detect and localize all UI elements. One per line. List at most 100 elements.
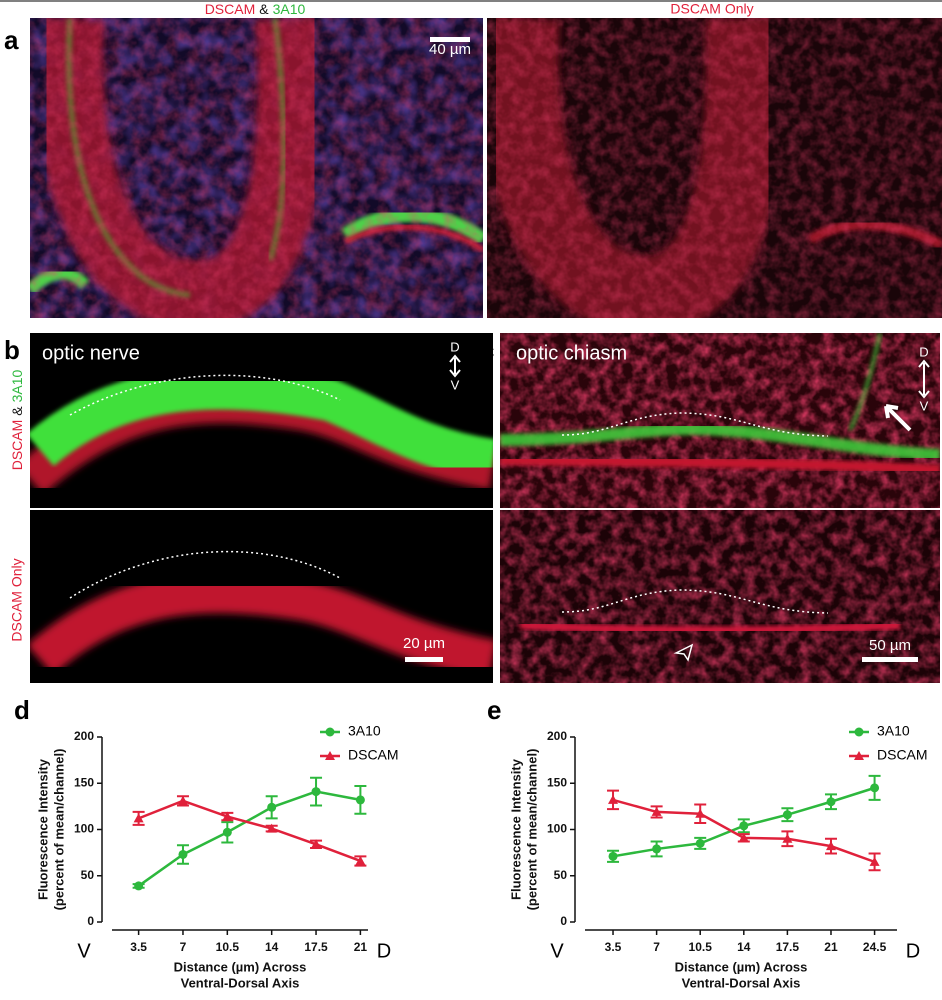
x-tick-label: 21 [354,940,368,954]
arrow [884,404,912,432]
image-texture [30,573,493,680]
channel-name: DSCAM [9,420,25,471]
series-line [138,799,361,863]
legend-label: 3A10 [348,723,381,739]
data-point [222,827,232,837]
x-tick-label: 24.5 [863,940,887,954]
y-tick-label: 0 [560,914,567,928]
image-title: optic nerve [42,342,140,364]
image-texture [500,422,940,461]
legend-label: 3A10 [877,723,910,739]
scale-bar-label: 40 µm [429,41,471,58]
x-tick-label: 14 [737,940,751,954]
data-point [870,783,880,793]
scale-bar [430,37,470,42]
y-tick-label: 50 [554,868,568,882]
data-point [266,823,277,833]
series-line [137,790,361,887]
orientation-label: D [919,344,928,359]
boundary-line [561,589,829,614]
data-point [311,839,322,849]
image-texture [848,333,882,431]
data-point [651,806,662,816]
image-a-dscam [487,18,942,318]
scale-bar [405,657,443,662]
x-tick-label: 10.5 [216,940,240,954]
image-texture [500,510,940,683]
data-point [355,855,366,865]
image-texture [500,333,940,508]
image-b-merged [30,333,493,508]
channel-name: 3A10 [9,369,25,402]
legend-label: DSCAM [348,747,399,763]
scale-bar-label: 20 µm [403,635,445,652]
data-point [267,802,277,812]
y-axis-label: (percent of mean/channel) [524,749,539,911]
image-texture [519,621,901,635]
x-axis-label: Distance (µm) Across [675,959,808,974]
data-point [869,856,880,866]
data-point [355,795,365,805]
image-a-merged [30,18,483,318]
legend-marker [854,751,864,760]
axis-end-label: D [906,940,920,962]
data-point [177,795,188,805]
axis-end-label: D [377,940,391,962]
y-tick-label: 200 [547,729,567,743]
x-tick-label: 7 [653,940,660,954]
x-axis-label: Ventral-Dorsal Axis [181,975,300,990]
y-tick-label: 0 [87,914,94,928]
y-tick-label: 100 [74,822,94,836]
image-side-title: DSCAM Only [9,558,25,641]
y-axis-label: (percent of mean/channel) [51,749,66,911]
x-tick-label: 3.5 [130,940,147,954]
x-tick-label: 17.5 [776,940,800,954]
legend-marker [325,751,335,760]
orientation-label: V [920,398,929,413]
data-point [695,838,705,848]
data-point [782,810,792,820]
image-texture [30,18,483,318]
legend-label: DSCAM [877,747,928,763]
conjunction: & [9,406,25,416]
x-tick-label: 7 [180,940,187,954]
panel-label: d [14,695,30,725]
channel-name: DSCAM [205,1,256,17]
y-tick-label: 100 [547,822,567,836]
image-b-dscam [30,510,493,683]
panel-label: c [480,335,494,365]
axis-end-label: V [550,940,564,962]
y-tick-label: 150 [74,775,94,789]
legend-marker [854,727,864,737]
x-axis-label: Ventral-Dorsal Axis [682,975,801,990]
data-point [133,813,144,823]
image-title: optic chiasm [516,342,627,364]
y-axis-label: Fluorescence Intensity [35,758,50,900]
data-point [825,841,836,851]
orientation-label: D [450,339,459,354]
panel-label: b [4,335,20,365]
data-point [608,794,619,804]
data-point [178,849,188,859]
arrowhead [673,643,694,662]
data-point [738,832,749,842]
data-point [608,851,618,861]
panel-label: a [4,25,19,55]
legend-marker [325,727,335,737]
data-point [652,844,662,854]
y-tick-label: 200 [74,729,94,743]
y-axis-label: Fluorescence Intensity [508,758,523,900]
image-texture [500,455,940,475]
scale-bar [862,657,918,662]
x-tick-label: 14 [265,940,279,954]
data-point [739,821,749,831]
data-point [311,787,321,797]
orientation-arrow [449,354,461,378]
axis-end-label: V [77,940,91,962]
data-point [695,808,706,818]
data-point [222,811,233,821]
data-point [782,833,793,843]
image-title: DSCAM & 3A10 [205,1,306,17]
data-point [134,881,144,891]
